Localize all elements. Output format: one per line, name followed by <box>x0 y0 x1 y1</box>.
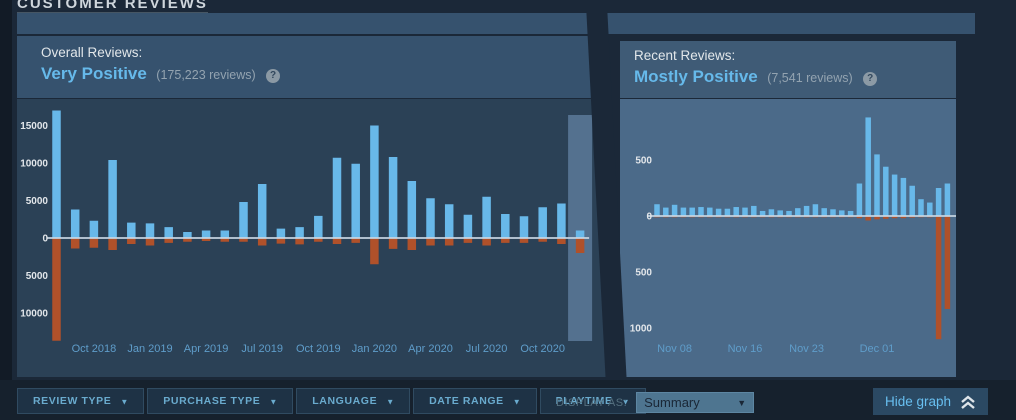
overall-reviews-summary: Very Positive (175,223 reviews) ? <box>41 64 607 84</box>
svg-text:Nov 23: Nov 23 <box>789 343 824 355</box>
svg-text:Oct 2018: Oct 2018 <box>72 343 117 355</box>
filter-label: REVIEW TYPE <box>33 395 112 407</box>
recent-review-count: (7,541 reviews) <box>767 71 853 85</box>
hide-graph-button[interactable]: Hide graph <box>872 388 988 415</box>
svg-text:10000: 10000 <box>20 159 48 170</box>
chevron-down-icon: ▼ <box>269 397 278 406</box>
svg-text:5000: 5000 <box>26 271 49 282</box>
filter-label: PLAYTIME <box>555 395 613 407</box>
chevron-down-icon: ▼ <box>737 397 747 408</box>
svg-text:Apr 2019: Apr 2019 <box>184 343 229 355</box>
chevron-down-icon: ▼ <box>386 397 395 406</box>
svg-text:Dec 01: Dec 01 <box>860 343 895 355</box>
display-as-select[interactable]: Summary ▼ <box>636 392 755 413</box>
filter-label: DATE RANGE <box>429 395 504 407</box>
display-as-label: DISPLAY AS: <box>556 396 628 409</box>
svg-text:1000: 1000 <box>630 324 653 335</box>
overall-rating: Very Positive <box>41 64 147 83</box>
filter-review-type[interactable]: REVIEW TYPE ▼ <box>17 388 145 414</box>
chevron-down-icon: ▼ <box>120 397 129 406</box>
recent-reviews-label: Recent Reviews: <box>634 48 736 63</box>
recent-reviews-chart[interactable]: 500 0 500 1000 Nov 08 Nov 16 Nov 23 Dec 01 <box>620 99 956 377</box>
filter-label: PURCHASE TYPE <box>163 395 261 407</box>
svg-text:0: 0 <box>42 234 48 245</box>
filter-label: LANGUAGE <box>312 395 378 407</box>
svg-text:0: 0 <box>646 212 652 223</box>
svg-text:500: 500 <box>635 268 652 279</box>
overall-reviews-header: Overall Reviews: Very Positive (175,223 … <box>17 36 607 98</box>
select-value: Summary <box>644 395 700 410</box>
overall-reviews-graph[interactable]: 15000 10000 5000 0 5000 10000 Oct 2018 Jan 2019… <box>17 99 607 377</box>
svg-text:Apr 2020: Apr 2020 <box>408 343 453 355</box>
graph-top-strip <box>17 13 975 34</box>
svg-text:Nov 08: Nov 08 <box>657 343 692 355</box>
svg-text:Jul 2020: Jul 2020 <box>466 343 508 355</box>
overall-review-count: (175,223 reviews) <box>156 68 256 82</box>
recent-reviews-summary: Mostly Positive (7,541 reviews) ? <box>634 67 956 87</box>
overall-reviews-label: Overall Reviews: <box>41 45 143 60</box>
svg-text:Jan 2019: Jan 2019 <box>127 343 172 355</box>
recent-reviews-header: Recent Reviews: Mostly Positive (7,541 r… <box>620 41 956 98</box>
display-as-group: DISPLAY AS: Summary ▼ <box>556 392 755 413</box>
svg-text:Oct 2020: Oct 2020 <box>520 343 565 355</box>
page-title: CUSTOMER REVIEWS <box>17 0 208 13</box>
double-chevron-up-icon <box>961 394 975 409</box>
hide-graph-label: Hide graph <box>884 394 951 409</box>
overall-reviews-chart[interactable]: 15000 10000 5000 0 5000 10000 Oct 2018 Jan 2019… <box>17 99 607 377</box>
svg-text:5000: 5000 <box>26 196 49 207</box>
help-icon[interactable]: ? <box>863 72 878 86</box>
filter-purchase-type[interactable]: PURCHASE TYPE ▼ <box>147 388 294 414</box>
help-icon[interactable]: ? <box>266 69 281 83</box>
filter-language[interactable]: LANGUAGE ▼ <box>296 388 411 414</box>
svg-text:Oct 2019: Oct 2019 <box>296 343 341 355</box>
recent-rating: Mostly Positive <box>634 67 758 86</box>
filter-playtime[interactable]: PLAYTIME ▼ <box>539 388 646 414</box>
chevron-down-icon: ▼ <box>621 397 630 406</box>
left-gutter <box>0 0 12 420</box>
svg-text:Nov 16: Nov 16 <box>728 343 763 355</box>
recent-reviews-graph[interactable]: 500 0 500 1000 Nov 08 Nov 16 Nov 23 Dec 01 <box>620 99 956 377</box>
chevron-down-icon: ▼ <box>512 397 521 406</box>
svg-text:Jan 2020: Jan 2020 <box>352 343 397 355</box>
review-filters-toolbar: REVIEW TYPE ▼ PURCHASE TYPE ▼ LANGUAGE ▼… <box>0 380 1016 420</box>
svg-text:15000: 15000 <box>20 121 48 132</box>
svg-text:500: 500 <box>635 156 652 167</box>
filter-group: REVIEW TYPE ▼ PURCHASE TYPE ▼ LANGUAGE ▼… <box>17 388 646 414</box>
svg-text:10000: 10000 <box>20 309 48 320</box>
filter-date-range[interactable]: DATE RANGE ▼ <box>413 388 537 414</box>
svg-text:Jul 2019: Jul 2019 <box>241 343 283 355</box>
